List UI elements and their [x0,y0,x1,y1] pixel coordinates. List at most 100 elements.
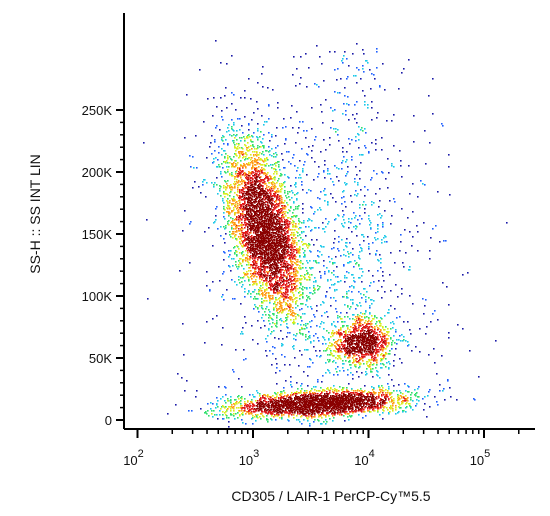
data-point [369,333,371,335]
data-point [355,328,357,330]
data-point [257,123,259,125]
data-point [287,327,289,329]
data-point [246,242,248,244]
data-point [256,136,258,138]
data-point [220,173,222,175]
data-point [350,344,352,346]
data-point [283,301,285,303]
data-point [360,349,362,351]
data-point [368,332,370,334]
data-point [236,194,238,196]
data-point [267,262,269,264]
data-point [261,224,263,226]
data-point [405,340,407,342]
data-point [270,298,272,300]
data-point [244,199,246,201]
data-point [297,409,299,411]
data-point [264,220,266,222]
data-point [228,206,230,208]
data-point [259,277,261,279]
data-point [281,312,283,314]
data-point [239,153,241,155]
data-point [361,342,363,344]
data-point [306,327,308,329]
data-point [387,332,389,334]
data-point [346,406,348,408]
data-point [369,352,371,354]
data-point [269,218,271,220]
data-point [289,307,291,309]
data-point [237,268,239,270]
data-point [257,320,259,322]
data-point [291,398,293,400]
data-point [372,368,374,370]
data-point [281,258,283,260]
data-point [276,221,278,223]
data-point [401,362,403,364]
data-point [275,201,277,203]
data-point [367,321,369,323]
data-point [285,267,287,269]
data-point [250,236,252,238]
data-point [265,263,267,265]
data-point [262,262,264,264]
data-point [258,184,260,186]
data-point [271,235,273,237]
data-point [227,185,229,187]
data-point [338,339,340,341]
data-point [283,410,285,412]
data-point [276,206,278,208]
data-point [291,256,293,258]
data-point [382,401,384,403]
data-point [286,326,288,328]
data-point [238,143,240,145]
data-point [292,404,294,406]
data-point [225,233,227,235]
data-point [371,355,373,357]
data-point [261,274,263,276]
data-point [236,227,238,229]
data-point [392,321,394,323]
data-point [248,242,250,244]
data-point [382,327,384,329]
data-point [357,351,359,353]
data-point [252,167,254,169]
data-point [259,290,261,292]
data-point [367,328,369,330]
data-point [248,219,250,221]
data-point [287,221,289,223]
data-point [344,420,346,422]
data-point [371,337,373,339]
data-point [228,220,230,222]
data-point [326,413,328,415]
data-point [260,233,262,235]
data-point [238,248,240,250]
data-point [266,260,268,262]
data-point [374,357,376,359]
data-point [273,409,275,411]
data-point [383,354,385,356]
data-point [298,252,300,254]
data-point [282,410,284,412]
data-point [266,208,268,210]
data-point [243,173,245,175]
data-point [293,294,295,296]
data-point [264,228,266,230]
data-point [225,172,227,174]
data-point [259,218,261,220]
data-point [243,209,245,211]
data-point [258,229,260,231]
data-point [367,349,369,351]
data-point [256,155,258,157]
data-point [296,396,298,398]
data-point [337,405,339,407]
data-point [296,242,298,244]
data-point [216,125,218,127]
data-point [263,265,265,267]
data-point [231,159,233,161]
data-point [366,346,368,348]
data-point [384,333,386,335]
data-point [283,405,285,407]
data-point [224,209,226,211]
data-point [301,231,303,233]
